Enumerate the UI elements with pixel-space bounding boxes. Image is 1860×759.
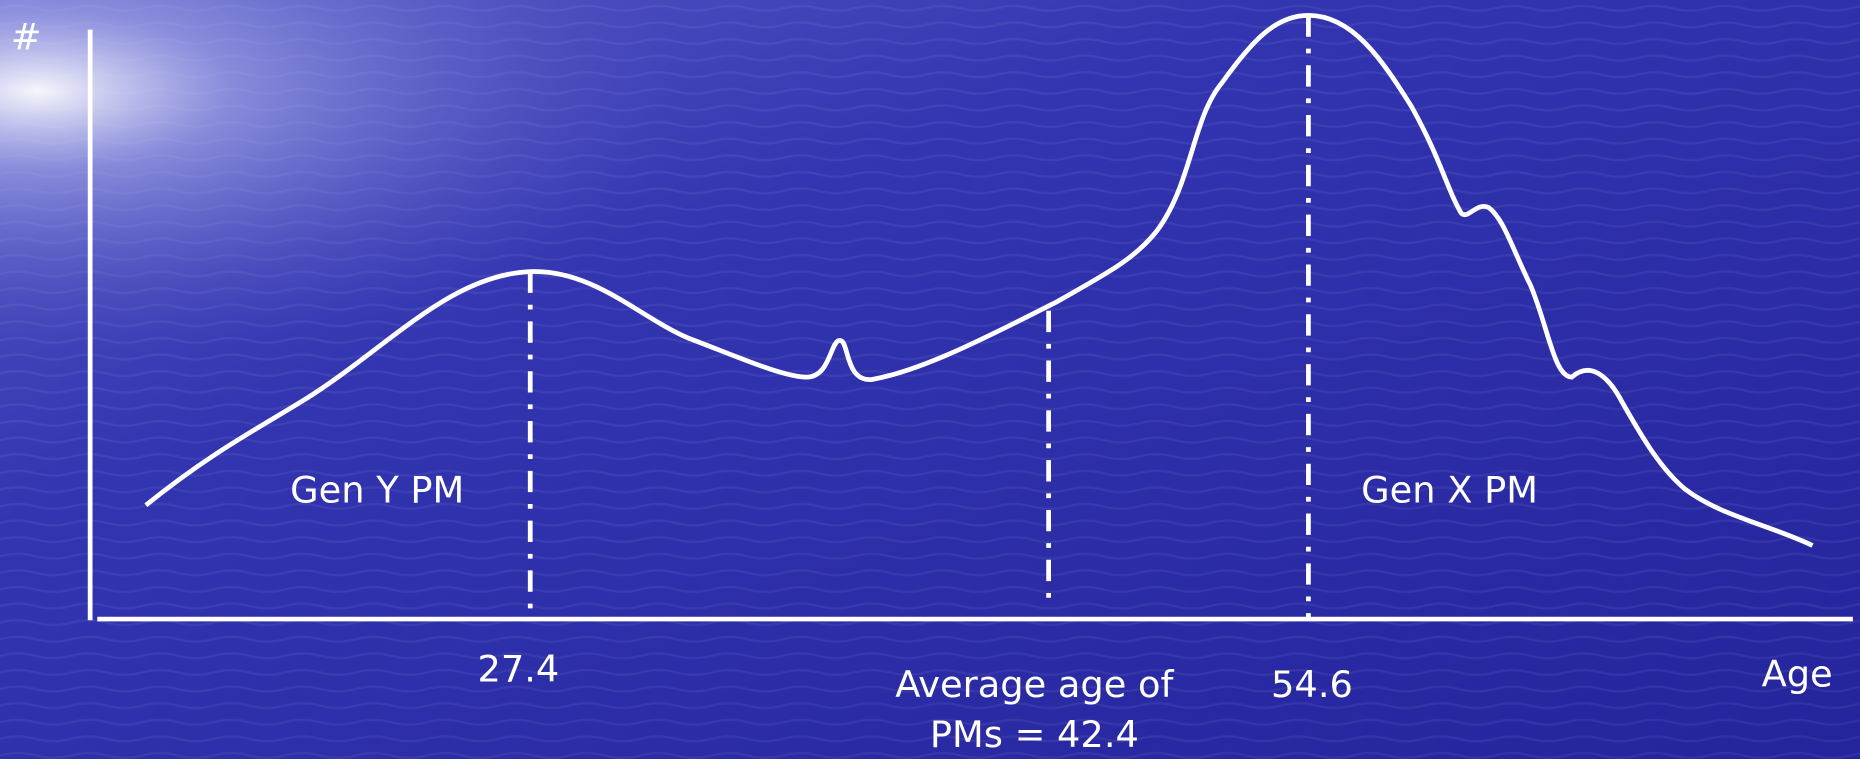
x-axis-label: Age <box>1762 652 1833 695</box>
background-glow <box>0 0 1860 759</box>
annotation: Gen X PM <box>1361 469 1538 512</box>
marker-label: PMs = 42.4 <box>930 713 1139 756</box>
marker-label: 27.4 <box>477 648 559 691</box>
marker-label: 54.6 <box>1271 663 1353 706</box>
annotation: Gen Y PM <box>290 469 464 512</box>
slide: # Age Gen Y PM Gen X PM 27.4 Average age… <box>0 0 1860 759</box>
page: # Age Gen Y PM Gen X PM 27.4 Average age… <box>0 0 1860 759</box>
y-axis-label: # <box>11 16 42 59</box>
marker-label: Average age of <box>895 663 1174 706</box>
